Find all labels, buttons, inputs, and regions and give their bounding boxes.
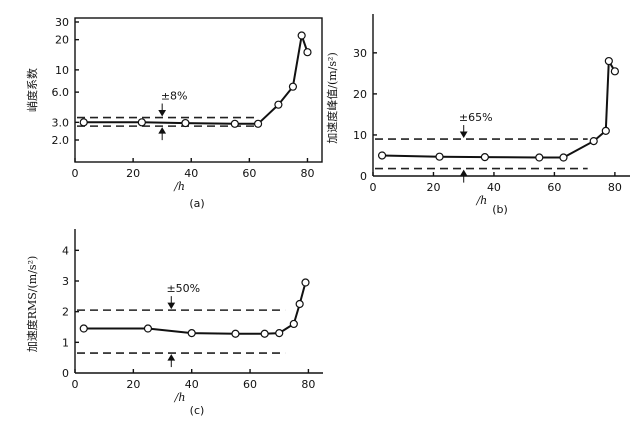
y-tick-label: 10 [55,64,69,77]
y-axis-label: 加速度峰值/(m/s²) [325,52,339,143]
y-tick-label: 3.0 [52,116,70,129]
y-tick-label: 1 [62,336,69,349]
tolerance-annotation: ±8% [161,90,188,103]
y-tick-label: 3 [62,275,69,288]
x-tick-label: 40 [184,167,198,180]
x-tick-label: 80 [608,181,622,194]
x-tick-label: 0 [72,378,79,391]
x-tick-label: 40 [185,378,199,391]
panel-label-b: (b) [492,203,508,216]
data-point [274,100,283,109]
data-series-line [382,57,616,159]
x-tick-label: 80 [301,378,315,391]
data-point [288,82,298,91]
y-tick-label: 30 [55,16,69,29]
data-point [559,153,568,162]
x-axis-label: /h [475,194,487,207]
y-tick-label: 0 [360,170,367,183]
tolerance-annotation: ±65% [459,111,493,124]
data-point [231,329,240,338]
data-point [435,152,444,161]
x-axis-label: /h [174,391,186,404]
x-tick-label: 20 [126,378,140,391]
chart-b: 0 20 40 60 80/h 10 20 30 0 加速度峰值/(m/s²) ±65% (b) [325,14,630,216]
upper-arrow-head [167,302,176,310]
x-tick-label: 60 [242,167,256,180]
data-point [253,119,263,128]
x-tick-label: 60 [243,378,257,391]
y-tick-label: 4 [62,244,69,257]
x-tick-label: 80 [300,167,314,180]
data-point [137,118,146,127]
data-point [143,324,153,333]
x-tick-label: 0 [370,181,377,194]
data-point [377,151,387,160]
data-point [610,67,619,76]
data-point [79,324,88,333]
lower-arrow-head [158,127,167,134]
data-point [535,153,544,162]
panel-label-c: (c) [190,404,205,417]
data-point [275,329,284,338]
data-point [79,118,88,127]
upper-arrow-head [459,131,468,139]
data-series-line [83,35,309,125]
y-tick-label: 2 [62,306,69,319]
chart-a: 0 20 40 60 80/h 2.0 3.0 6.0 10 20 30 峭度系数 ±8% (a) [25,16,323,210]
data-point [297,31,306,40]
y-tick-label: 0 [62,367,69,380]
y-tick-label: 20 [55,34,69,47]
data-point [260,329,269,338]
data-point [601,126,610,135]
y-axis-label: 加速度RMS/(m/s²) [25,256,39,353]
y-axis-label: 峭度系数 [25,68,39,112]
lower-arrow-head [459,169,468,177]
x-tick-label: 20 [426,181,440,194]
data-point [604,56,613,66]
upper-arrow-head [158,110,167,117]
data-point [303,48,312,57]
data-point [301,278,310,287]
y-tick-label: 6.0 [52,86,70,99]
tolerance-annotation: ±50% [166,282,200,295]
x-tick-label: 0 [72,167,79,180]
data-point [230,119,239,128]
y-tick-label: 30 [353,47,367,60]
y-tick-label: 2.0 [52,134,70,147]
plot-frame [74,17,323,163]
data-point [480,153,489,162]
x-tick-label: 40 [487,181,501,194]
data-point [181,118,190,128]
data-point [289,319,298,329]
panel-label-a: (a) [189,197,204,210]
x-tick-label: 20 [126,167,140,180]
x-tick-label: 60 [547,181,561,194]
data-point [589,137,598,146]
y-tick-label: 10 [353,129,367,142]
lower-arrow-head [167,354,176,361]
y-tick-label: 20 [353,88,367,101]
x-axis-label: /h [173,180,185,193]
data-point [295,299,304,309]
data-point [187,329,196,338]
